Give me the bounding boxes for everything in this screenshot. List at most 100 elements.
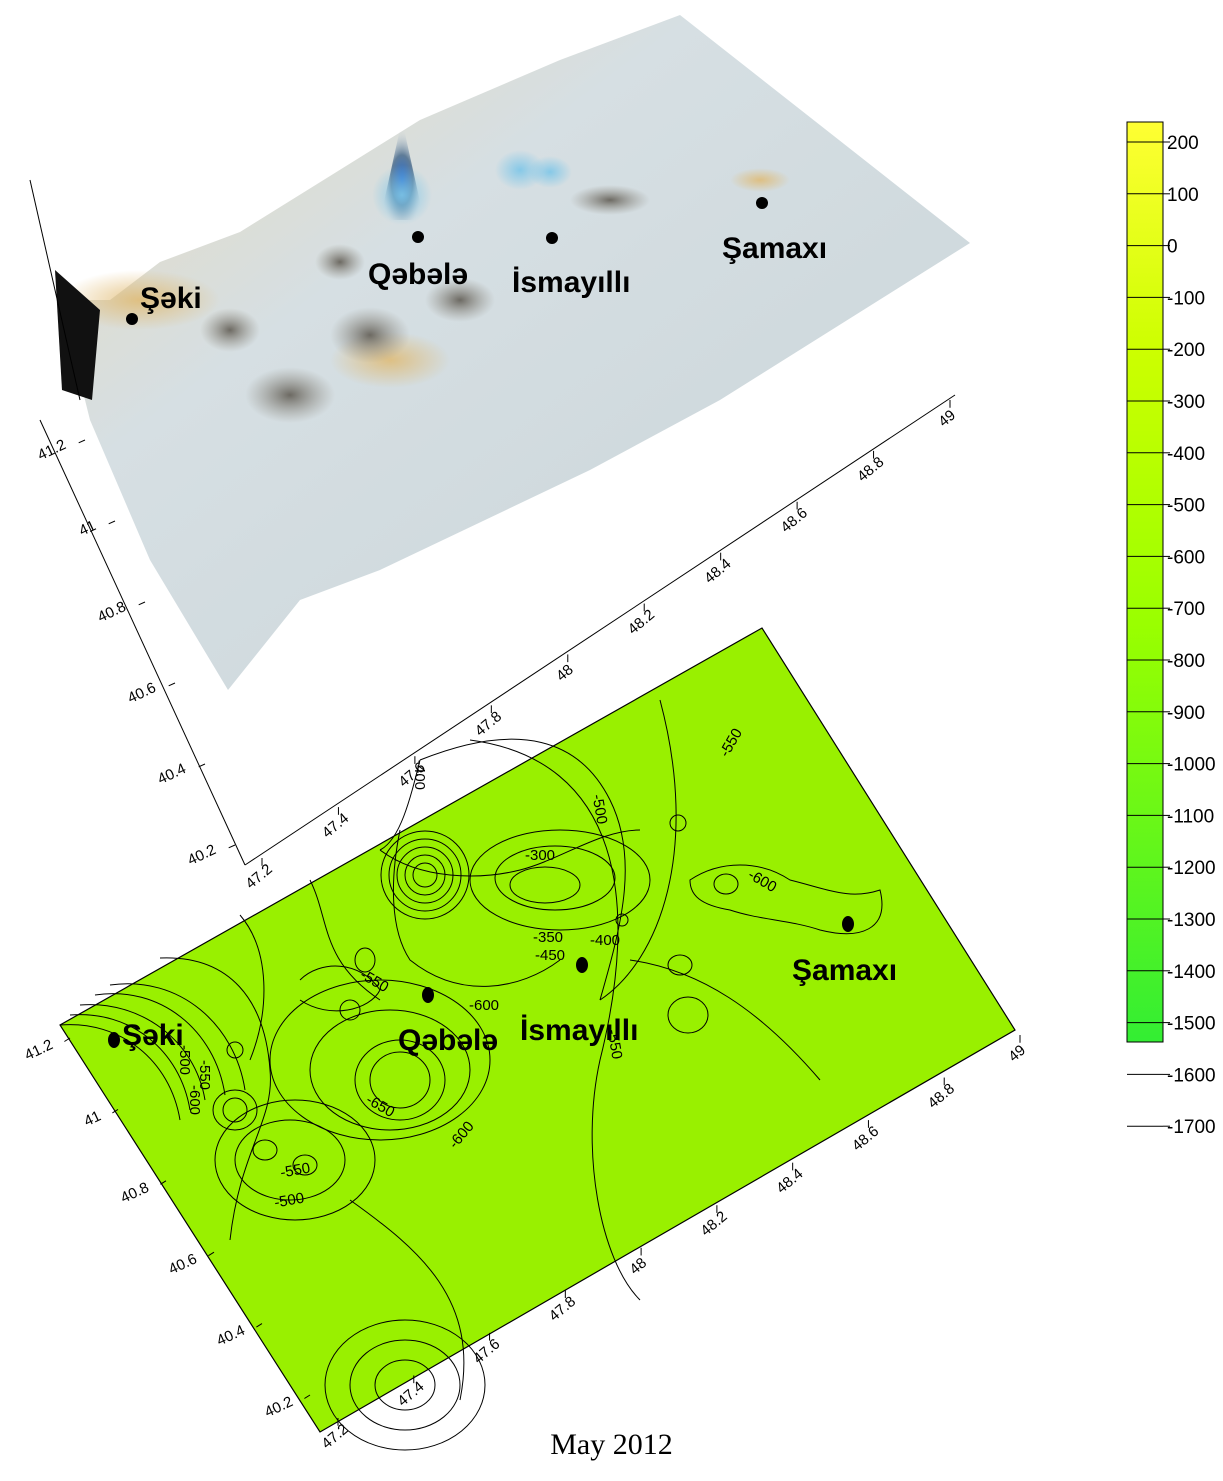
legend-tick-label: 100 xyxy=(1167,185,1199,206)
city-label-ismayilli: İsmayıllı xyxy=(520,1014,638,1047)
legend-tick-label: -100 xyxy=(1167,288,1205,309)
legend-tick-label: -900 xyxy=(1167,703,1205,724)
legend-tick-label: 0 xyxy=(1167,237,1178,258)
city-label-qebele: Qəbələ xyxy=(398,1024,498,1057)
axis-tick-label: 47.8 xyxy=(472,708,505,740)
legend-tick-label: -500 xyxy=(1167,496,1205,517)
city-marker xyxy=(108,1032,120,1048)
axis-tick xyxy=(78,439,86,444)
legend-tick-label: -200 xyxy=(1167,340,1205,361)
axis-tick-label: 47.2 xyxy=(242,861,275,893)
legend-tick-label: 200 xyxy=(1167,133,1199,154)
axis-tick-label: 49 xyxy=(935,407,959,431)
hill-shade xyxy=(330,307,410,363)
axis-tick-label: 40.6 xyxy=(125,679,159,707)
contour-label: -500 xyxy=(588,793,610,826)
axis-tick-label: 41.2 xyxy=(22,1036,56,1064)
city-label-seki: Şəki xyxy=(122,1019,184,1052)
city-marker xyxy=(842,916,854,932)
axis-tick xyxy=(112,1108,119,1114)
axis-tick-label: 48.4 xyxy=(773,1165,806,1197)
city-label-seki: Şəki xyxy=(140,282,202,315)
axis-tick-label: 41 xyxy=(81,1108,103,1130)
axis-tick-label: 48 xyxy=(626,1254,650,1278)
axis-tick-label: 40.2 xyxy=(262,1393,296,1421)
axis-tick xyxy=(108,520,116,525)
axis-tick xyxy=(256,1323,263,1328)
city-marker xyxy=(126,313,138,325)
axis-tick-label: 48.8 xyxy=(925,1080,958,1112)
axis-tick xyxy=(228,844,236,849)
city-marker xyxy=(576,957,588,973)
legend-tick-label: -600 xyxy=(1167,547,1205,568)
city-label-ismayilli: İsmayıllı xyxy=(512,266,630,299)
legend-ticks: 200 100 0 -100 -200 -300 -400 -500 -600 -700 -800 -… xyxy=(1127,133,1216,1138)
peak-glow xyxy=(528,156,572,188)
legend-tick-label: -400 xyxy=(1167,444,1205,465)
legend-bar xyxy=(1126,121,1164,1043)
city-label-samaxi: Şamaxı xyxy=(792,954,897,987)
contour-label: -600 xyxy=(469,997,499,1014)
ridge-shade xyxy=(60,270,220,330)
hill-shade xyxy=(425,278,495,322)
contour-label: -500 xyxy=(273,1190,306,1212)
axis-tick-label: 40.2 xyxy=(185,841,219,869)
contour-label: -400 xyxy=(590,932,620,949)
axis-tick-label: 47.4 xyxy=(319,810,352,842)
contour-label: -600 xyxy=(186,1085,203,1115)
axis-tick xyxy=(168,682,176,687)
contour-map-area xyxy=(59,627,1016,1433)
spike-left xyxy=(55,270,100,400)
city-label-qebele: Qəbələ xyxy=(368,258,468,291)
contour-label: -400 xyxy=(411,760,428,790)
date-caption: May 2012 xyxy=(550,1428,673,1461)
legend-tick-label: -1200 xyxy=(1167,858,1216,879)
contour-label: -550 xyxy=(279,1160,312,1182)
hill-shade xyxy=(315,244,365,280)
axis-tick-label: 49 xyxy=(1005,1042,1029,1066)
contour-label: -300 xyxy=(525,847,555,864)
axis-tick xyxy=(160,1180,167,1185)
contour-label: -450 xyxy=(535,947,565,964)
legend-tick-label: -1500 xyxy=(1167,1014,1216,1035)
contour-label: -550 xyxy=(603,1028,625,1061)
contour-lines xyxy=(59,699,883,1451)
axis-tick-label: 48.2 xyxy=(625,606,658,638)
axis-tick xyxy=(304,1394,311,1399)
legend-tick-label: -1600 xyxy=(1167,1065,1216,1086)
axis-tick-label: 40.4 xyxy=(214,1322,248,1350)
axis-tick-label: 40.6 xyxy=(166,1250,200,1278)
legend-tick-label: -1100 xyxy=(1167,806,1214,827)
city-marker xyxy=(546,232,558,244)
city-marker xyxy=(422,987,434,1003)
ridge-shade xyxy=(730,168,790,192)
legend-tick-label: -1000 xyxy=(1167,755,1216,776)
axis-tick-label: 40.4 xyxy=(155,760,189,788)
axis-tick-label: 40.8 xyxy=(118,1179,152,1207)
hill-shade xyxy=(245,367,335,423)
color-legend: 200 100 0 -100 -200 -300 -400 -500 -600 -700 -800 -… xyxy=(1126,121,1216,1138)
axis-tick-label: 48.2 xyxy=(697,1208,730,1240)
legend-tick-label: -1400 xyxy=(1167,962,1216,983)
city-marker xyxy=(412,231,424,243)
contour-label: -350 xyxy=(533,929,563,946)
city-marker xyxy=(756,197,768,209)
hill-shade xyxy=(570,185,650,215)
hill-shade xyxy=(200,308,260,352)
city-label-samaxi: Şamaxı xyxy=(722,232,827,265)
contour-label: -550 xyxy=(196,1060,213,1090)
axis-tick-label: 48.6 xyxy=(849,1123,882,1155)
surface-sheet xyxy=(60,15,970,690)
legend-tick-label: -800 xyxy=(1167,651,1205,672)
axis-tick xyxy=(64,1037,71,1042)
axis-tick xyxy=(138,601,146,606)
axis-tick xyxy=(208,1251,215,1257)
legend-tick-label: -700 xyxy=(1167,599,1205,620)
legend-tick-label: -1300 xyxy=(1167,910,1216,931)
peak-glow xyxy=(372,165,432,225)
legend-tick-label: -1700 xyxy=(1167,1117,1216,1138)
